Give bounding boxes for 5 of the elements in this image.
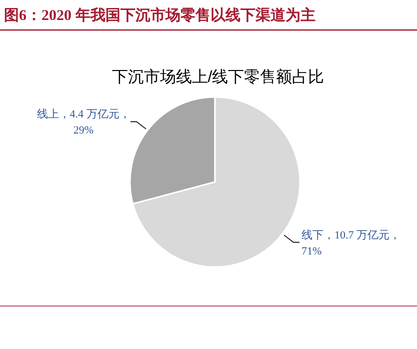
chart-title: 图6：2020 年我国下沉市场零售以线下渠道为主 — [4, 6, 316, 24]
chart-subtitle: 下沉市场线上/线下零售额占比 — [112, 68, 324, 86]
pie-slice — [132, 96, 301, 268]
slice-label: 线上，4.4 万亿元，29% — [36, 108, 130, 137]
slice-label: 线下，10.7 万亿元，71% — [301, 228, 400, 258]
